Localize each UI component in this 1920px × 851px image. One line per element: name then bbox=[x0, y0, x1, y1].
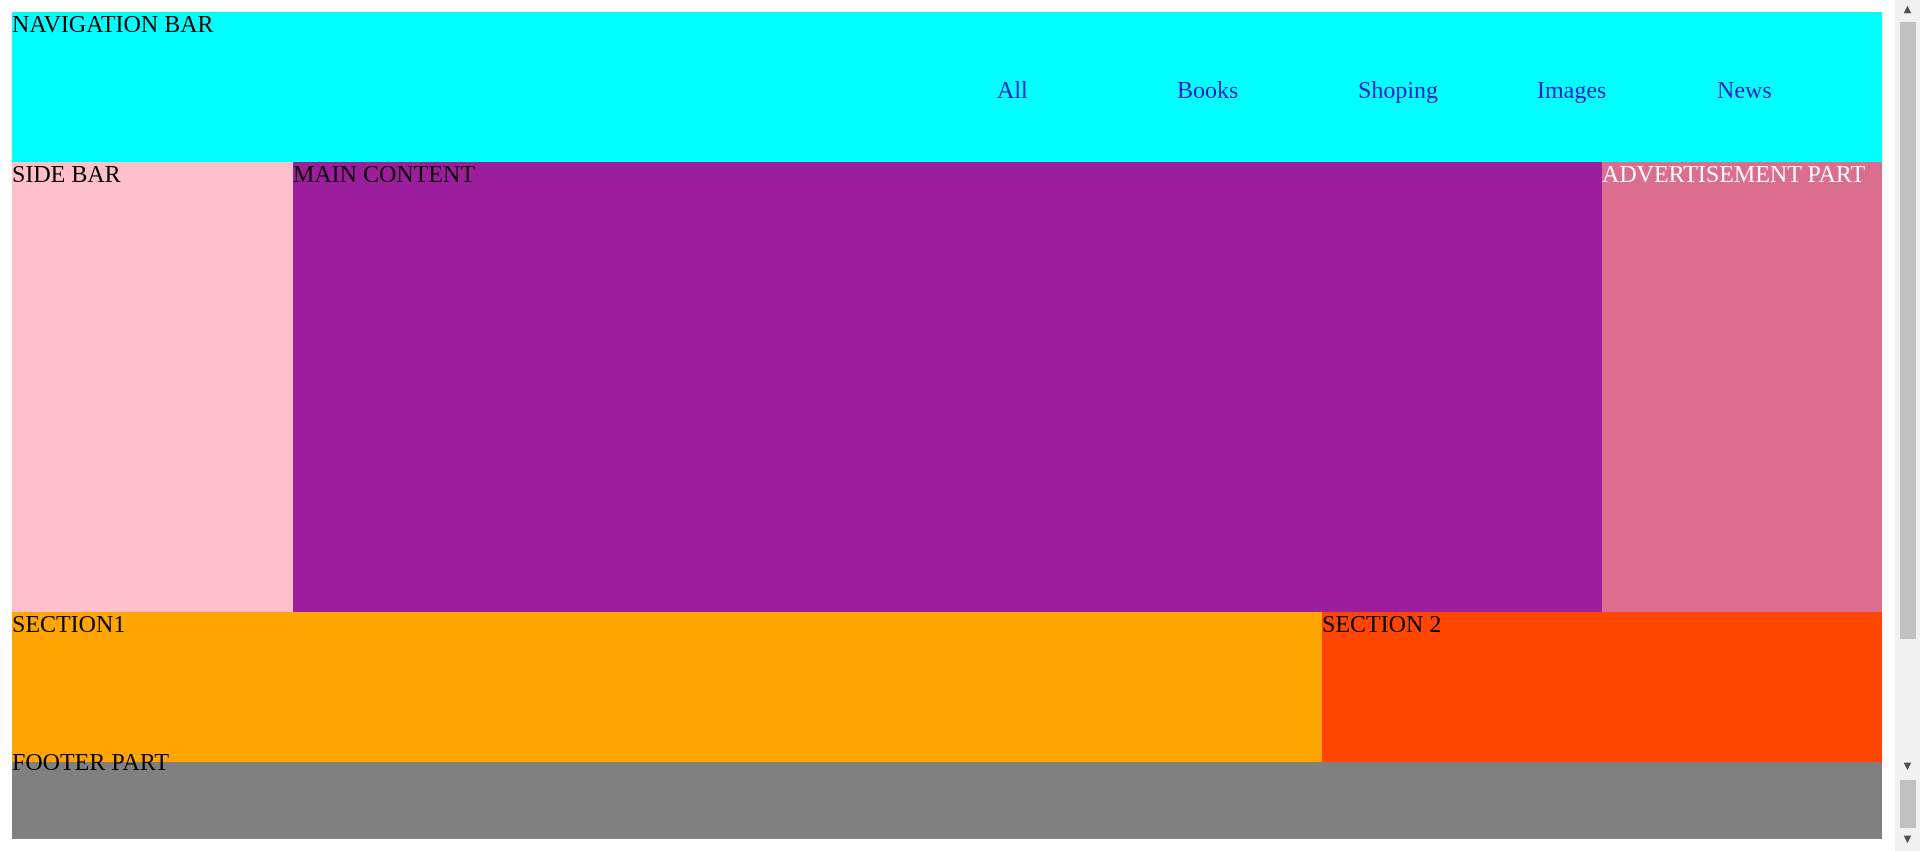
main-content-label: MAIN CONTENT bbox=[293, 162, 475, 188]
nav-link-all[interactable]: All bbox=[997, 78, 1028, 104]
nav-link-images[interactable]: Images bbox=[1537, 78, 1607, 104]
section-1: SECTION1 bbox=[12, 612, 1322, 762]
triangle-up-icon[interactable]: ▲ bbox=[1903, 4, 1912, 15]
nav-link-books[interactable]: Books bbox=[1177, 78, 1239, 104]
section-1-label: SECTION1 bbox=[12, 612, 126, 638]
navigation-bar-label: NAVIGATION BAR bbox=[12, 12, 214, 38]
advertisement-label: ADVERTISEMENT PART bbox=[1602, 162, 1866, 188]
side-bar-label: SIDE BAR bbox=[12, 162, 121, 188]
advertisement-part: ADVERTISEMENT PART bbox=[1602, 162, 1882, 612]
navigation-bar: NAVIGATION BAR All Books Shoping Images … bbox=[12, 12, 1882, 162]
scrollbar-thumb[interactable] bbox=[1900, 22, 1916, 639]
triangle-down-icon[interactable]: ▼ bbox=[1903, 834, 1912, 845]
scrollbar-thumb-secondary[interactable] bbox=[1900, 780, 1916, 828]
section-2-label: SECTION 2 bbox=[1322, 612, 1442, 638]
nav-link-shoping[interactable]: Shoping bbox=[1358, 78, 1439, 104]
triangle-down-icon[interactable]: ▼ bbox=[1903, 761, 1912, 772]
vertical-scrollbar[interactable]: ▲ ▼ ▼ bbox=[1895, 0, 1920, 851]
side-bar: SIDE BAR bbox=[12, 162, 293, 612]
nav-links: All Books Shoping Images News bbox=[12, 78, 1882, 108]
section-2: SECTION 2 bbox=[1322, 612, 1882, 762]
footer-label: FOOTER PART bbox=[12, 750, 170, 776]
footer-part: FOOTER PART bbox=[12, 750, 1882, 839]
layout-frame: NAVIGATION BAR All Books Shoping Images … bbox=[12, 12, 1882, 839]
nav-link-news[interactable]: News bbox=[1717, 78, 1772, 104]
main-content: MAIN CONTENT bbox=[293, 162, 1602, 612]
